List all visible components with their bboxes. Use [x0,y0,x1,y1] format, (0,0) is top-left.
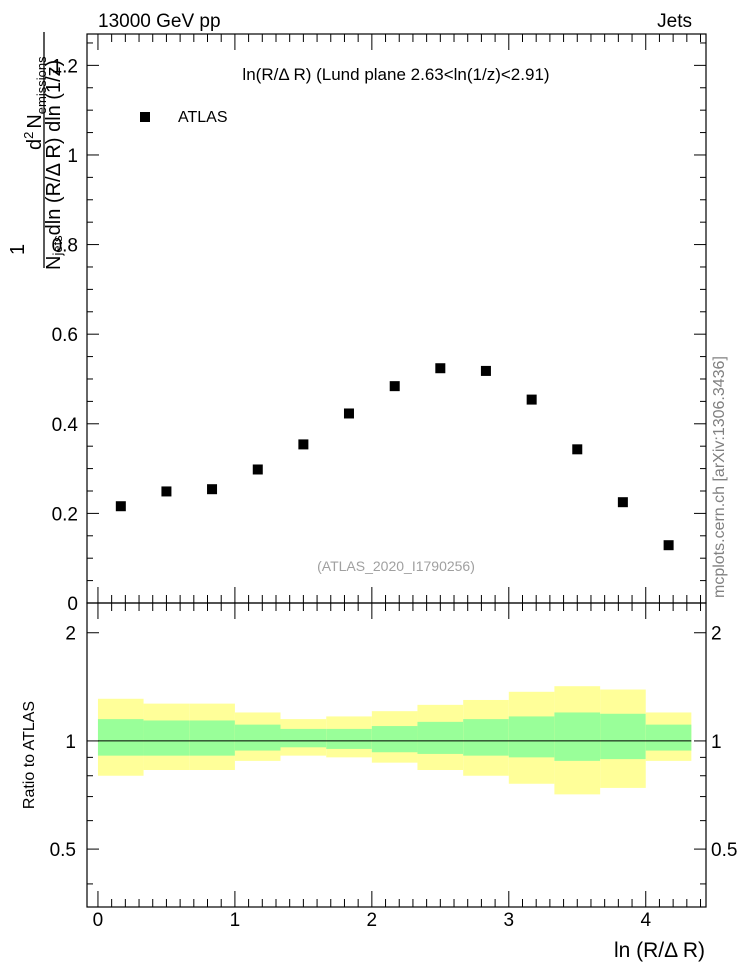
x-tick-label: 0 [93,910,104,931]
data-point [389,381,400,392]
y-tick-label: 0.2 [52,504,78,525]
y-tick-label: 0.4 [52,415,79,436]
ratio-y-tick-label: 2 [65,624,76,645]
main-y-axis: 0 0.2 0.4 0.6 0.8 1 1.2 [52,42,706,615]
y-title-den-rest: dln (R/Δ R) dln (1/z) [43,60,65,236]
data-point [252,464,263,475]
data-point [480,365,491,376]
energy-label: 13000 GeV pp [98,11,221,32]
x-tick-label: 4 [640,910,651,931]
inner-band-bin [326,728,372,749]
inner-band-bin [463,719,509,756]
y-title-denominator: Njetsdln (R/Δ R) dln (1/z) [43,60,65,270]
y-tick-label: 1.2 [52,56,78,77]
y-title-den-n: N [43,256,65,270]
mcplots-label: mcplots.cern.ch [arXiv:1306.3436] [711,356,728,598]
ratio-y-tick-label: 0.5 [50,840,76,861]
inner-band-bin [554,712,601,761]
legend-label: ATLAS [178,109,228,126]
inner-band-bin [508,716,555,758]
y-tick-label: 1 [67,146,78,167]
inner-band-bin [234,724,281,751]
y-title-d: d [24,139,46,150]
inner-band-bin [280,728,327,748]
y-tick-label: 0 [67,594,78,615]
inner-band-bin [143,720,190,756]
data-point [617,497,628,508]
data-point [298,439,309,450]
inner-band-bin [371,726,418,753]
data-point [343,408,354,419]
x-axis-title: ln (R/Δ R) [614,939,705,962]
ratio-y-axis: 0.5 0.5 1 1 2 2 [50,624,737,885]
legend-marker [140,112,150,122]
y-title-sup: 2 [21,132,36,139]
ratio-y-title: Ratio to ATLAS [21,701,38,809]
process-label: Jets [657,11,692,32]
inner-band-bin [645,724,692,751]
data-point [435,363,446,374]
main-panel: 0 0.2 0.4 0.6 0.8 1 1.2 ln(R/Δ R) (Lund plane … [52,33,707,615]
y-axis-title: 1 d2 Nemissions Njetsdln (R/Δ R) dln (1/z… [7,32,65,270]
data-point [526,394,537,405]
data-points [115,363,674,551]
data-point [207,484,218,495]
legend: ATLAS [140,109,228,126]
x-tick-label: 3 [504,910,515,931]
watermark: (ATLAS_2020_I1790256) [317,558,475,574]
data-point [161,486,172,497]
data-point [115,501,126,512]
inner-band-bin [189,720,235,756]
inner-band-bin [97,719,144,756]
y-title-sub: emissions [34,56,49,114]
x-tick-label: 2 [367,910,378,931]
ratio-y-tick-label: 1 [65,732,76,753]
ratio-frame [86,602,707,908]
y-title-numerator: d2 Nemissions [21,56,49,150]
x-tick-label: 1 [230,910,241,931]
ratio-y-tick-label-right: 0.5 [711,840,737,861]
data-point [663,540,674,551]
y-tick-label: 0.8 [52,236,78,257]
inner-band-bin [600,713,646,760]
data-point [572,444,583,455]
y-title-prefix: 1 [7,244,29,255]
y-title-n: N [24,114,46,128]
y-title-den-sub: jets [50,235,65,257]
y-tick-label: 0.6 [52,325,78,346]
ratio-y-tick-label-right: 2 [711,624,722,645]
x-axis: 0 1 2 3 4 [93,34,702,931]
ratio-bands [97,686,692,795]
ratio-y-tick-label-right: 1 [711,732,722,753]
ratio-panel: 0.5 0.5 1 1 2 2 0 1 2 3 4 Ratio to ATLAS [21,34,737,931]
plot-title: ln(R/Δ R) (Lund plane 2.63<ln(1/z)<2.91) [242,65,549,84]
inner-band-bin [417,721,464,754]
